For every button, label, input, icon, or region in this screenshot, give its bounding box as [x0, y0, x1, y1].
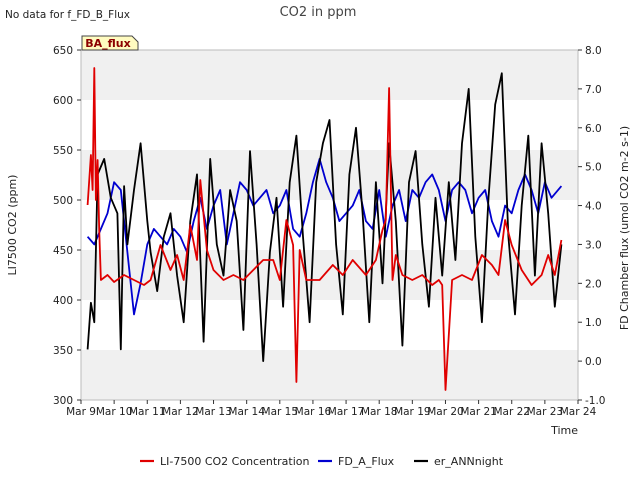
y-left-tick-label: 350 — [53, 345, 73, 357]
x-tick-label: Mar 23 — [527, 406, 564, 418]
badge-label: BA_flux — [85, 37, 130, 50]
grid-band — [81, 350, 578, 400]
y-axis-left-label: LI7500 CO2 (ppm) — [6, 175, 19, 276]
y-right-tick-label: 3.0 — [585, 239, 602, 251]
x-tick-label: Mar 19 — [394, 406, 431, 418]
x-tick-label: Mar 20 — [427, 406, 464, 418]
series-line-li-7500-co2-concentration — [86, 67, 563, 391]
plot-frame — [80, 49, 579, 401]
y-right-tick-label: 4.0 — [585, 201, 602, 213]
x-tick-label: Mar 17 — [328, 406, 365, 418]
x-tick-label: Mar 16 — [295, 406, 332, 418]
series-line-fd-a-flux — [86, 157, 563, 316]
grid-bands — [81, 50, 578, 400]
y-left-tick-label: 500 — [53, 195, 73, 207]
y-right-tick-label: 2.0 — [585, 278, 602, 290]
ba-flux-badge: BA_flux — [81, 35, 139, 51]
chart-title: CO2 in ppm — [280, 5, 357, 20]
y-left-tick-label: 300 — [53, 395, 73, 407]
legend-entry-label: FD_A_Flux — [338, 455, 395, 468]
legend-entry-label: LI-7500 CO2 Concentration — [160, 455, 310, 468]
y-left-tick-label: 550 — [53, 145, 73, 157]
grid-band — [81, 150, 578, 200]
y-right-tick-label: 7.0 — [585, 84, 602, 96]
x-tick-label: Mar 10 — [96, 406, 133, 418]
y-right-tick-label: -1.0 — [585, 395, 606, 407]
x-tick-label: Mar 15 — [262, 406, 299, 418]
x-axis-label: Time — [550, 424, 578, 437]
y-right-tick-label: 6.0 — [585, 123, 602, 135]
y-right-tick-label: 1.0 — [585, 317, 602, 329]
x-tick-label: Mar 11 — [129, 406, 166, 418]
x-tick-label: Mar 21 — [460, 406, 497, 418]
y-left-tick-label: 400 — [53, 295, 73, 307]
x-tick-label: Mar 24 — [560, 406, 597, 418]
y-right-tick-label: 5.0 — [585, 162, 602, 174]
series-lines — [86, 67, 563, 391]
x-tick-label: Mar 18 — [361, 406, 398, 418]
series-line-er-annnight — [86, 72, 563, 363]
y-right-tick-label: 0.0 — [585, 356, 602, 368]
x-tick-label: Mar 14 — [228, 406, 265, 418]
y-axis-right-label: FD Chamber flux (umol CO2 m-2 s-1) — [618, 126, 631, 330]
grid-band — [81, 50, 578, 100]
grid-band — [81, 250, 578, 300]
x-tick-label: Mar 12 — [162, 406, 199, 418]
y-right-tick-label: 8.0 — [585, 45, 602, 57]
legend: LI-7500 CO2 Concentration FD_A_Flux er_ANN… — [140, 455, 504, 468]
x-tick-label: Mar 22 — [493, 406, 530, 418]
x-tick-label: Mar 9 — [66, 406, 96, 418]
y-left-tick-label: 600 — [53, 95, 73, 107]
y-left-tick-label: 450 — [53, 245, 73, 257]
legend-entry-label: er_ANNnight — [434, 455, 504, 468]
x-tick-label: Mar 13 — [195, 406, 232, 418]
no-data-notice: No data for f_FD_B_Flux — [5, 9, 130, 21]
y-left-tick-label: 650 — [53, 45, 73, 57]
